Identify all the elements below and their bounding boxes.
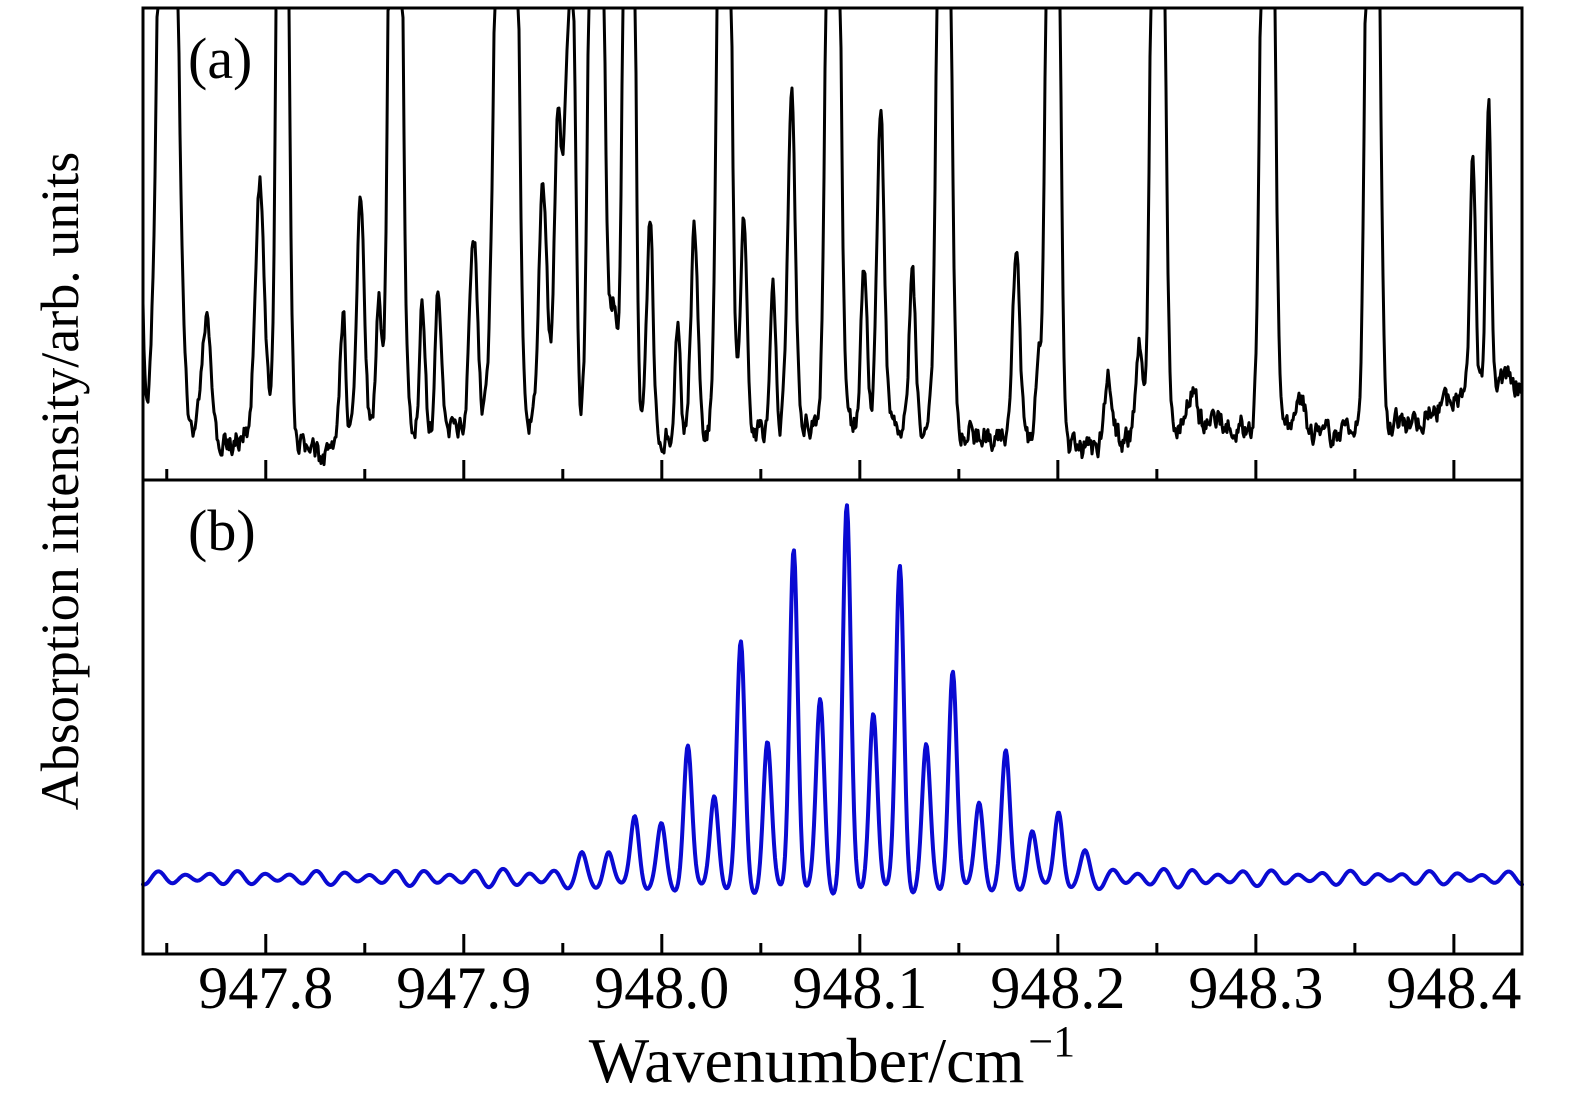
spectrum-trace-b: [141, 503, 1524, 896]
x-axis-label-main: Wavenumber/cm: [589, 1025, 1025, 1096]
x-axis-label: Wavenumber/cm−1: [589, 1017, 1075, 1096]
panel-a-label: (a): [188, 26, 252, 91]
x-tick-label: 948.2: [990, 955, 1125, 1021]
x-tick-label: 947.8: [198, 955, 333, 1021]
spectrum-traces: [141, 6, 1524, 896]
panel-b-label: (b): [188, 498, 256, 563]
x-tick-label: 948.1: [792, 955, 927, 1021]
x-tick-label: 948.3: [1188, 955, 1323, 1021]
x-axis-label-exponent: −1: [1028, 1017, 1075, 1066]
x-tick-label: 947.9: [396, 955, 531, 1021]
axes: [141, 6, 1524, 956]
x-axis-ticks: [165, 460, 1456, 953]
y-axis-label: Absorption intensity/arb. units: [30, 152, 90, 810]
x-tick-label: 948.4: [1386, 955, 1521, 1021]
spectrum-trace-a: [141, 6, 1524, 467]
figure-labels: (a) (b) 947.8 947.9 948.0 948.1 948.2 94…: [30, 26, 1521, 1096]
x-tick-label: 948.0: [594, 955, 729, 1021]
